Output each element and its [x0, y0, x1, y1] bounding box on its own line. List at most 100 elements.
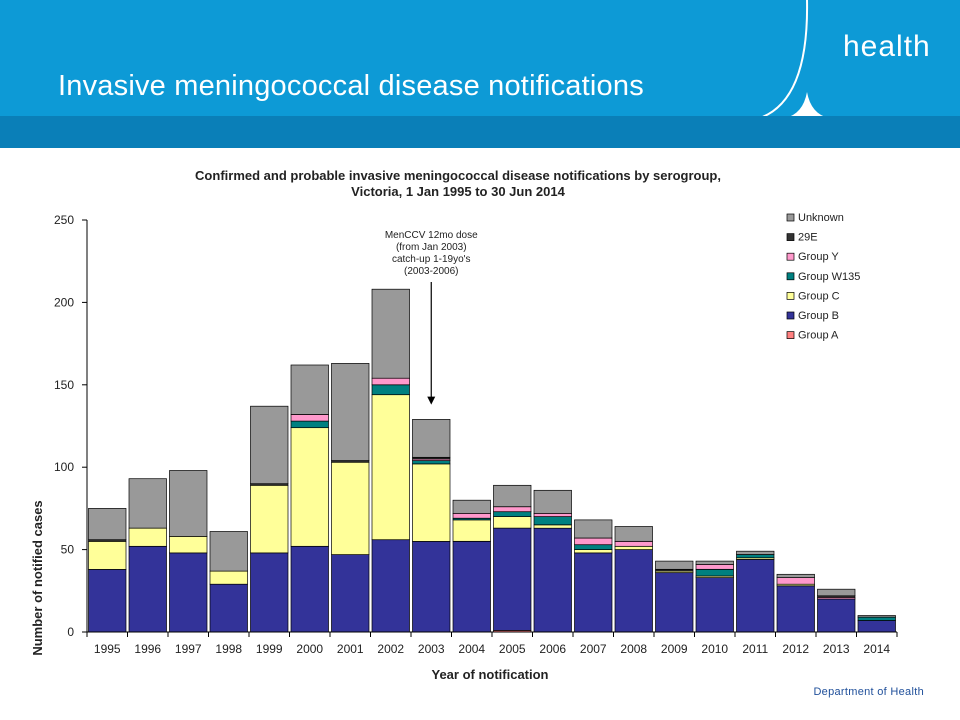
header-curve-line	[759, 0, 809, 119]
x-tick-label-2000: 2000	[296, 642, 323, 656]
x-tick-label-2012: 2012	[782, 642, 809, 656]
x-tick-label-2007: 2007	[580, 642, 607, 656]
bar-unknown-2014	[857, 615, 896, 618]
y-tick-label-250: 250	[54, 213, 74, 227]
bar-group-w135-2006	[533, 516, 572, 526]
legend-swatch-group-w135	[786, 272, 795, 281]
annotation-text-line-1: MenCCV 12mo dose	[385, 230, 478, 241]
bar-group-b-1995	[88, 569, 127, 633]
bar-group-b-2001	[331, 554, 370, 633]
bar-unknown-1998	[209, 531, 248, 572]
legend-swatch-group-c	[786, 292, 795, 300]
bar-unknown-2005	[493, 484, 532, 508]
header-banner: Invasive meningococcal disease notificat…	[0, 0, 960, 148]
bar-unknown-2007	[574, 519, 613, 539]
bar-group-c-1998	[209, 570, 248, 585]
bar-unknown-2010	[695, 560, 734, 565]
x-tick-label-2004: 2004	[458, 642, 485, 656]
legend-swatch-group-a	[786, 331, 795, 339]
legend-label-29e: 29E	[798, 232, 818, 244]
bar-group-y-2007	[574, 537, 613, 546]
bar-group-y-2010	[695, 564, 734, 570]
bar-group-c-2007	[574, 549, 613, 554]
x-tick-label-1999: 1999	[256, 642, 283, 656]
bar-unknown-2008	[614, 526, 653, 542]
bar-group-b-2006	[533, 527, 572, 633]
bar-unknown-2004	[452, 499, 491, 514]
legend-label-group-a: Group A	[798, 330, 839, 342]
bar-group-c-2002	[371, 394, 410, 541]
x-tick-label-2002: 2002	[377, 642, 404, 656]
bar-group-b-2005	[493, 527, 532, 631]
x-tick-label-2005: 2005	[499, 642, 526, 656]
bar-group-w135-2014	[857, 616, 896, 621]
bar-group-w135-2003	[412, 460, 451, 465]
bars-group	[88, 288, 896, 633]
bar-group-y-2012	[776, 577, 815, 585]
bar-group-w135-2010	[695, 569, 734, 577]
legend-label-group-w135: Group W135	[798, 271, 860, 283]
bar-group-b-2009	[655, 572, 694, 633]
bar-group-y-2005	[493, 506, 532, 513]
bar-group-w135-2011	[736, 554, 775, 559]
bar-group-b-2012	[776, 585, 815, 633]
x-tick-label-2006: 2006	[539, 642, 566, 656]
bar-group-b-2002	[371, 539, 410, 633]
bar-group-b-2013	[817, 598, 856, 633]
stacked-bar-chart: Confirmed and probable invasive meningoc…	[30, 168, 898, 682]
legend-label-group-c: Group C	[798, 290, 840, 302]
bar-group-b-1997	[169, 552, 208, 633]
bar-group-b-2000	[290, 545, 329, 633]
x-tick-label-2011: 2011	[742, 642, 768, 656]
legend-label-unknown: Unknown	[798, 212, 844, 224]
y-tick-label-100: 100	[54, 460, 74, 474]
bar-group-y-2006	[533, 512, 572, 517]
bar-group-c-2008	[614, 545, 653, 550]
y-axis-label: Number of notified cases	[30, 500, 45, 655]
legend-label-group-b: Group B	[798, 310, 839, 322]
bar-unknown-2003	[412, 419, 451, 458]
header-stripe	[0, 116, 960, 148]
y-tick-label-50: 50	[61, 543, 75, 557]
bar-group-c-1997	[169, 536, 208, 554]
bar-group-b-1999	[250, 552, 289, 633]
x-tick-label-2008: 2008	[620, 642, 647, 656]
x-axis-label: Year of notification	[431, 667, 548, 682]
bar-group-c-1996	[128, 527, 167, 547]
x-tick-label-2001: 2001	[337, 642, 364, 656]
x-tick-label-2014: 2014	[863, 642, 890, 656]
legend-swatch-29e	[786, 233, 795, 241]
bar-group-c-1995	[88, 541, 127, 570]
legend-swatch-group-b	[786, 311, 795, 320]
bar-unknown-2000	[290, 364, 329, 415]
bar-group-c-2001	[331, 461, 370, 555]
chart-title-line-1: Confirmed and probable invasive meningoc…	[195, 168, 721, 183]
bar-group-c-2006	[533, 524, 572, 529]
bar-group-b-2003	[412, 541, 451, 633]
bar-unknown-2012	[776, 573, 815, 578]
x-tick-label-1996: 1996	[134, 642, 161, 656]
bar-group-w135-2000	[290, 420, 329, 429]
bar-unknown-1999	[250, 405, 289, 485]
legend-swatch-unknown	[786, 213, 795, 222]
y-tick-label-150: 150	[54, 378, 74, 392]
chart-title-line-2: Victoria, 1 Jan 1995 to 30 Jun 2014	[351, 184, 565, 199]
bar-unknown-2013	[817, 588, 856, 597]
bar-group-y-2002	[371, 377, 410, 386]
bar-unknown-2011	[736, 550, 775, 555]
page-title: Invasive meningococcal disease notificat…	[58, 70, 644, 102]
annotation-text-line-2: (from Jan 2003)	[396, 242, 467, 253]
bar-group-c-2005	[493, 516, 532, 529]
bar-unknown-1997	[169, 470, 208, 537]
bar-unknown-2009	[655, 560, 694, 570]
annotation-text-line-4: (2003-2006)	[404, 266, 458, 277]
x-tick-label-1995: 1995	[94, 642, 121, 656]
department-footer: Department of Health	[813, 686, 924, 698]
bar-group-y-2004	[452, 512, 491, 519]
bar-group-b-2010	[695, 577, 734, 633]
bar-group-w135-2002	[371, 384, 410, 396]
bar-unknown-2002	[371, 288, 410, 379]
legend: Unknown 29E Group Y Group W135 Group C Group …	[786, 212, 860, 342]
bar-group-b-2014	[857, 620, 896, 633]
bar-group-b-2008	[614, 549, 653, 633]
